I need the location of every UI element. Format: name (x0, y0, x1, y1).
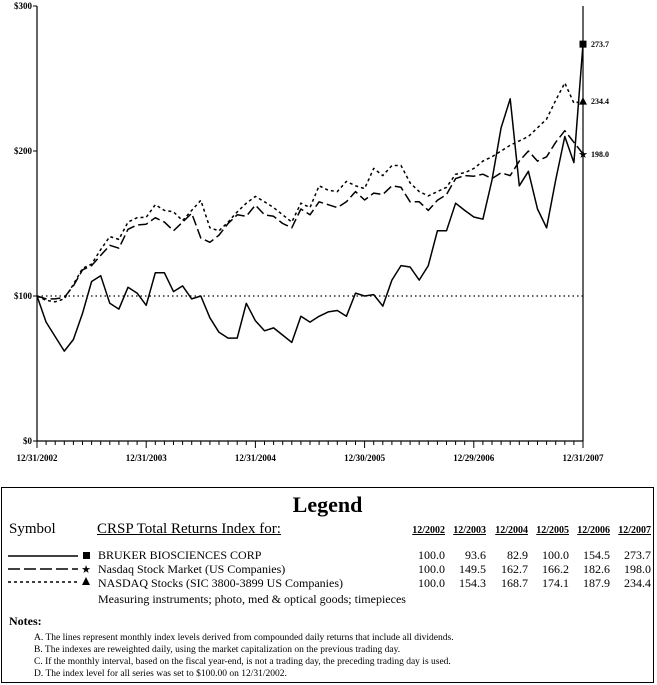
legend-value: 234.4 (624, 576, 651, 590)
y-tick-label: $200 (14, 146, 33, 156)
x-tick-label: 12/29/2006 (453, 453, 495, 463)
legend-value: 100.0 (418, 562, 445, 576)
y-tick-label: $100 (14, 291, 33, 301)
legend-value: 187.9 (583, 576, 610, 590)
end-value-label: 273.7 (591, 40, 609, 49)
x-tick-label: 12/31/2002 (16, 453, 58, 463)
series-end-marker (579, 97, 587, 105)
legend-value: 82.9 (507, 548, 528, 562)
nasdaq-legend-swatch: ★ (8, 564, 91, 575)
note-item: D. The index level for all series was se… (34, 669, 287, 679)
column-header: 12/2006 (577, 525, 610, 536)
y-tick-label: $300 (14, 1, 33, 11)
sic-description: Measuring instruments; photo, med & opti… (98, 592, 406, 606)
y-tick-label: $0 (23, 436, 33, 446)
legend-value: 182.6 (583, 562, 610, 576)
column-header: 12/2004 (495, 525, 528, 536)
legend-value: 166.2 (542, 562, 569, 576)
series-markers: ★ (578, 40, 588, 161)
bruker-legend-swatch (8, 552, 90, 559)
symbol-header: Symbol (9, 521, 56, 537)
series-end-marker: ★ (578, 149, 588, 161)
legend-value: 168.7 (501, 576, 528, 590)
series-line (36, 82, 584, 303)
x-tick-label: 12/31/2007 (562, 453, 604, 463)
legend-series-name: BRUKER BIOSCIENCES CORP (98, 548, 262, 562)
notes-title: Notes: (9, 614, 42, 628)
y-tick-labels: $0 $100 $200 $300 (14, 1, 33, 446)
index-header: CRSP Total Returns Index for: (97, 521, 281, 537)
legend-series-name: NASDAQ Stocks (SIC 3800-3899 US Companie… (98, 576, 344, 590)
end-value-labels: 273.7 198.0 234.4 (591, 40, 609, 159)
series-line (36, 44, 584, 352)
end-value-label: 234.4 (591, 97, 609, 106)
series-line (36, 129, 584, 300)
column-header: 12/2002 (412, 525, 445, 536)
end-value-label: 198.0 (591, 150, 609, 159)
x-tick-labels: 12/31/2002 12/31/2003 12/31/2004 12/30/2005… (16, 453, 604, 463)
column-header: 12/2007 (618, 525, 651, 536)
legend-value: 198.0 (624, 562, 651, 576)
column-header: 12/2003 (453, 525, 486, 536)
legend-value: 93.6 (465, 548, 486, 562)
legend-title: Legend (292, 492, 363, 517)
legend-series-name: Nasdaq Stock Market (US Companies) (98, 562, 286, 576)
legend-value: 273.7 (624, 548, 651, 562)
legend-value: 154.5 (583, 548, 610, 562)
legend-value: 149.5 (459, 562, 486, 576)
sic-legend-swatch (8, 577, 90, 585)
column-header: 12/2005 (536, 525, 569, 536)
legend-value: 162.7 (501, 562, 528, 576)
note-item: C. If the monthly interval, based on the… (34, 657, 451, 667)
x-tick-label: 12/31/2004 (235, 453, 277, 463)
svg-text:★: ★ (81, 564, 91, 575)
series-end-marker (579, 40, 587, 48)
legend-value: 100.0 (418, 576, 445, 590)
legend-panel: Legend Symbol CRSP Total Returns Index f… (1, 487, 654, 683)
series-lines (36, 44, 584, 352)
legend-value: 154.3 (459, 576, 486, 590)
note-item: A. The lines represent monthly index lev… (34, 633, 454, 643)
x-tick-label: 12/30/2005 (344, 453, 386, 463)
legend-value: 174.1 (542, 576, 569, 590)
note-item: B. The indexes are reweighted daily, usi… (34, 645, 401, 655)
legend-value: 100.0 (418, 548, 445, 562)
performance-chart: ★ $0$100$200$300 12/31/2002 12/31/2003 12/… (14, 1, 609, 463)
x-tick-label: 12/31/2003 (126, 453, 168, 463)
legend-value: 100.0 (542, 548, 569, 562)
axes (33, 5, 584, 448)
